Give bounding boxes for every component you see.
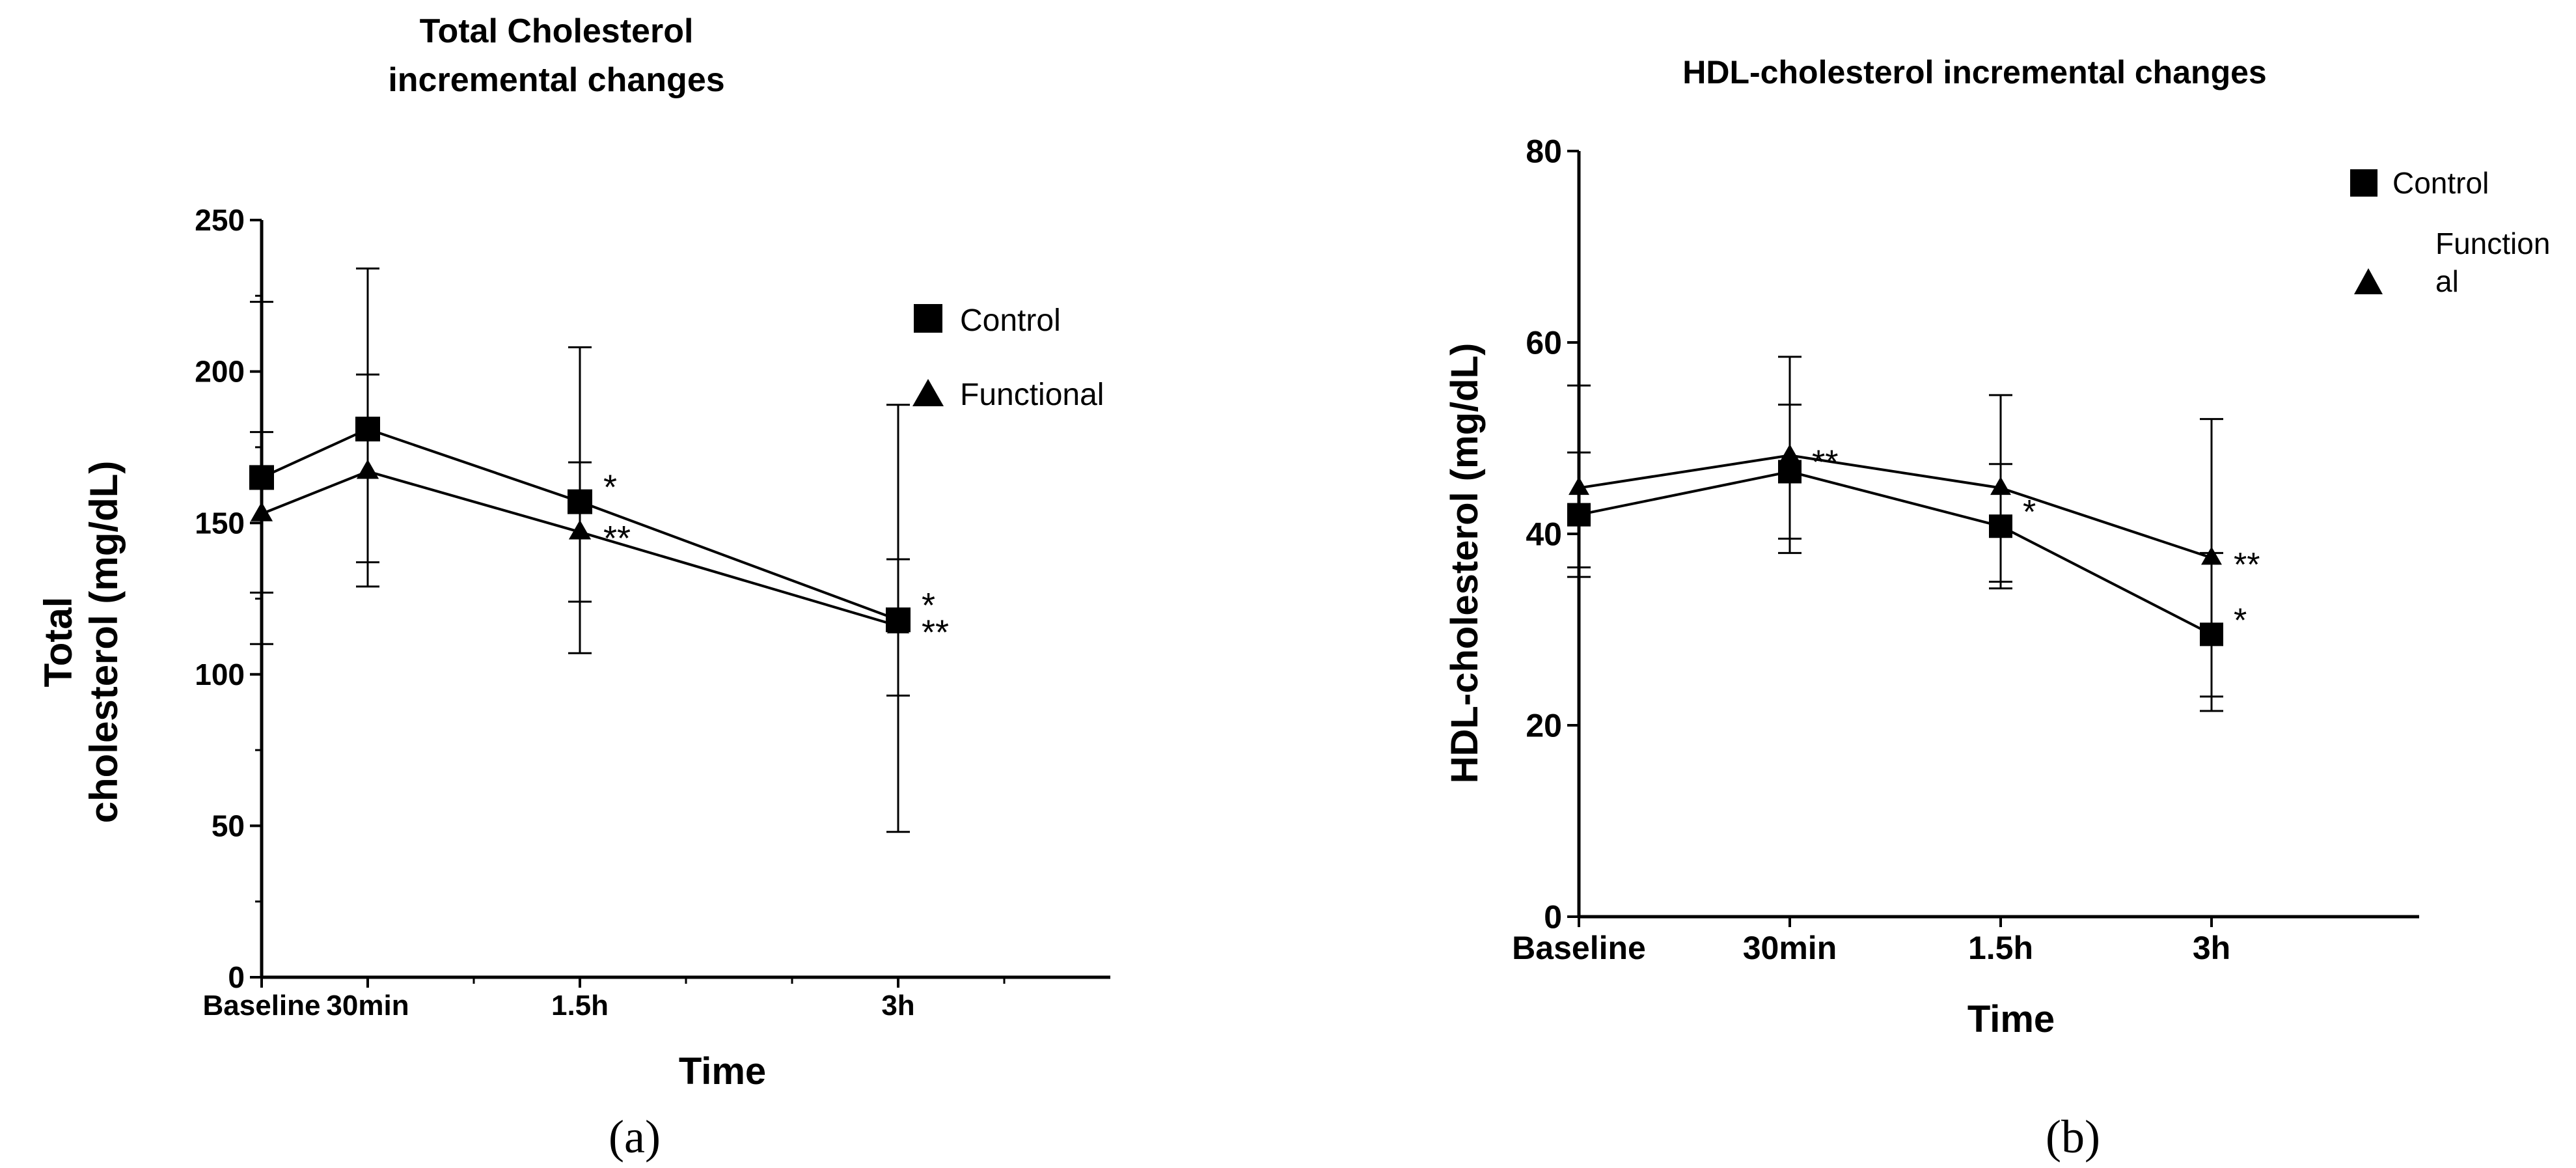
x-tick-label: 30min — [326, 990, 409, 1022]
data-point-triangle — [1779, 444, 1800, 463]
legend-control-square-icon — [914, 304, 942, 333]
x-axis-ticks: Baseline 30min 1.5h 3h — [203, 977, 1006, 1022]
y-axis-label: Total cholesterol (mg/dL) — [36, 461, 126, 824]
y-tick-label: 50 — [212, 809, 245, 843]
data-point-triangle — [2201, 546, 2222, 565]
x-axis-ticks: Baseline 30min 1.5h 3h — [1512, 917, 2230, 966]
data-point-triangle — [250, 501, 273, 521]
legend-functional-triangle-icon — [2354, 268, 2383, 294]
legend-control-square-icon — [2350, 169, 2377, 197]
significance-annotation: ** — [603, 519, 631, 558]
y-tick-label: 20 — [1526, 708, 1562, 744]
data-point-triangle — [356, 459, 379, 479]
y-tick-label: 250 — [195, 203, 245, 237]
y-axis-ticks: 0 20 40 60 80 — [1526, 133, 1579, 936]
y-axis-label-line-1: Total — [36, 597, 80, 688]
x-tick-label: 3h — [2193, 930, 2230, 966]
data-point-triangle — [568, 520, 592, 540]
panel-label: (a) — [609, 1111, 661, 1163]
x-tick-label: 30min — [1743, 930, 1837, 966]
y-tick-label: 60 — [1526, 325, 1562, 361]
legend-functional-label-line: al — [2435, 264, 2459, 298]
x-tick-label: 1.5h — [551, 990, 609, 1022]
series-line — [1578, 454, 2212, 559]
y-tick-label: 80 — [1526, 133, 1562, 170]
data-point-triangle — [1569, 477, 1589, 495]
significance-annotation: ** — [2234, 546, 2260, 584]
significance-annotation: * — [2023, 494, 2036, 531]
legend: Control Function al — [2350, 166, 2550, 298]
legend-control-label: Control — [2392, 166, 2489, 200]
legend-functional-label: Function al — [2435, 227, 2550, 298]
chart-title-line-1: Total Cholesterol — [420, 12, 694, 50]
significance-annotation: * — [922, 586, 935, 625]
legend-functional-label: Functional — [960, 378, 1104, 412]
panel-label: (b) — [2046, 1111, 2100, 1163]
y-tick-label: 200 — [195, 355, 245, 389]
series-line — [1578, 470, 2212, 636]
significance-annotation: * — [2234, 602, 2247, 639]
significance-annotation: ** — [922, 613, 949, 652]
chart-series: ****** — [249, 267, 949, 833]
chart-title-line-2: incremental changes — [388, 61, 724, 99]
chart-title: HDL-cholesterol incremental changes — [1682, 54, 2266, 90]
data-point-triangle — [886, 613, 910, 633]
y-tick-label: 0 — [1544, 899, 1562, 936]
x-tick-label: 1.5h — [1968, 930, 2033, 966]
y-axis-label-line-2: cholesterol (mg/dL) — [82, 461, 126, 824]
y-axis-label: HDL-cholesterol (mg/dL) — [1444, 343, 1486, 784]
chart-total-cholesterol: Total Cholesterol incremental changes To… — [36, 12, 1110, 1163]
x-tick-label: 3h — [881, 990, 914, 1022]
y-tick-label: 0 — [228, 960, 245, 994]
series-line — [261, 470, 899, 628]
data-point-triangle — [1990, 477, 2011, 495]
x-axis-label: Time — [1967, 998, 2055, 1040]
significance-annotation: ** — [1812, 443, 1838, 481]
chart-hdl-cholesterol: HDL-cholesterol incremental changes HDL-… — [1444, 54, 2550, 1163]
y-tick-label: 150 — [195, 506, 245, 540]
series-line — [261, 427, 899, 621]
chart-series: ****** — [1567, 355, 2260, 712]
legend-functional-label-line: Function — [2435, 227, 2550, 260]
legend-functional-triangle-icon — [912, 379, 944, 406]
legend: Control Functional — [912, 303, 1104, 412]
y-tick-label: 100 — [195, 658, 245, 691]
x-axis-label: Time — [679, 1050, 766, 1092]
legend-control-label: Control — [960, 303, 1061, 338]
x-tick-label: Baseline — [203, 990, 321, 1022]
x-tick-label: Baseline — [1512, 930, 1646, 966]
y-axis-ticks: 0 50 100 150 200 250 — [195, 203, 262, 994]
y-tick-label: 40 — [1526, 516, 1562, 553]
significance-annotation: * — [603, 468, 617, 507]
